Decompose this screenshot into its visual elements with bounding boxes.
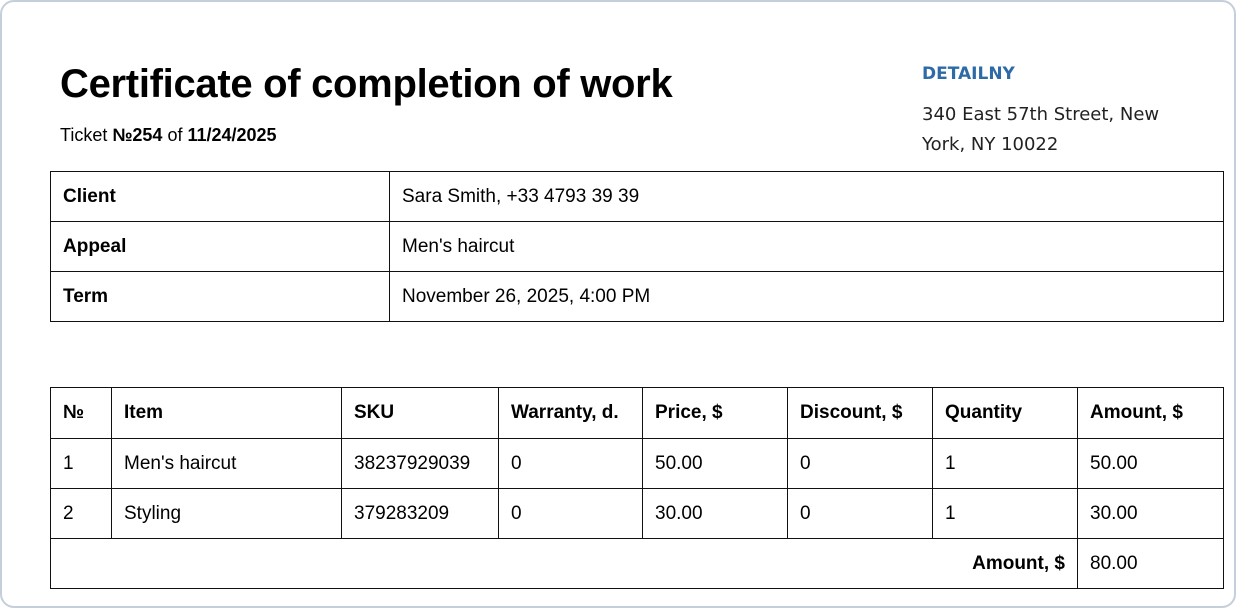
ticket-prefix: Ticket xyxy=(60,125,113,145)
total-label: Amount, $ xyxy=(50,538,1078,589)
cell: 0 xyxy=(787,488,933,539)
cell: 1 xyxy=(932,438,1078,489)
col-number: № xyxy=(50,387,112,439)
info-label: Client xyxy=(50,171,390,222)
table-header: № Item SKU Warranty, d. Price, $ Discoun… xyxy=(50,387,1224,439)
cell: 2 xyxy=(50,488,112,539)
cell: 1 xyxy=(932,488,1078,539)
info-table: Client Sara Smith, +33 4793 39 39 Appeal M… xyxy=(50,171,1224,322)
page-title: Certificate of completion of work xyxy=(60,62,673,106)
items-table: № Item SKU Warranty, d. Price, $ Discoun… xyxy=(50,387,1224,589)
cell: 0 xyxy=(498,438,643,489)
ticket-date: 11/24/2025 xyxy=(187,125,277,145)
cell: 379283209 xyxy=(341,488,499,539)
company-name: DETAILNY xyxy=(922,64,1015,84)
cell: 0 xyxy=(787,438,933,489)
ticket-number: №254 xyxy=(112,125,163,145)
cell: Styling xyxy=(111,488,342,539)
cell: 50.00 xyxy=(1077,438,1224,489)
info-value: Sara Smith, +33 4793 39 39 xyxy=(389,171,1224,222)
info-label: Appeal xyxy=(50,221,390,272)
cell: 1 xyxy=(50,438,112,489)
cell: Men's haircut xyxy=(111,438,342,489)
col-quantity: Quantity xyxy=(932,387,1078,439)
total-row: Amount, $ 80.00 xyxy=(50,538,1224,589)
info-label: Term xyxy=(50,271,390,322)
table-row: 1 Men's haircut 38237929039 0 50.00 0 1 … xyxy=(50,438,1224,489)
col-amount: Amount, $ xyxy=(1077,387,1224,439)
col-warranty: Warranty, d. xyxy=(498,387,643,439)
table-row: 2 Styling 379283209 0 30.00 0 1 30.00 xyxy=(50,488,1224,539)
info-value: November 26, 2025, 4:00 PM xyxy=(389,271,1224,322)
company-block: DETAILNY 340 East 57th Street, New York,… xyxy=(922,64,1192,160)
cell: 30.00 xyxy=(1077,488,1224,539)
total-value: 80.00 xyxy=(1077,538,1224,589)
ticket-of: of xyxy=(162,125,188,145)
cell: 0 xyxy=(498,488,643,539)
company-address: 340 East 57th Street, New York, NY 10022 xyxy=(922,104,1160,155)
info-row-client: Client Sara Smith, +33 4793 39 39 xyxy=(50,171,1224,222)
cell: 30.00 xyxy=(642,488,788,539)
col-price: Price, $ xyxy=(642,387,788,439)
col-discount: Discount, $ xyxy=(787,387,933,439)
info-row-appeal: Appeal Men's haircut xyxy=(50,221,1224,272)
ticket-info: Ticket №254 of 11/24/2025 xyxy=(60,125,277,146)
cell: 50.00 xyxy=(642,438,788,489)
info-value: Men's haircut xyxy=(389,221,1224,272)
col-sku: SKU xyxy=(341,387,499,439)
info-row-term: Term November 26, 2025, 4:00 PM xyxy=(50,271,1224,322)
col-item: Item xyxy=(111,387,342,439)
cell: 38237929039 xyxy=(341,438,499,489)
